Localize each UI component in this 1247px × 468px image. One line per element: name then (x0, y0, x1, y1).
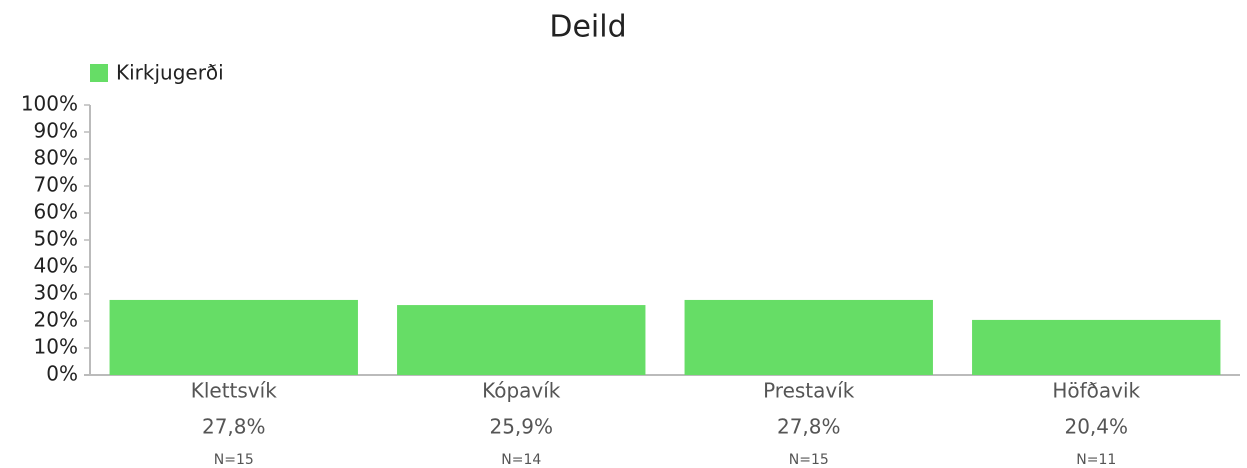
y-tick-label: 10% (34, 335, 78, 359)
y-tick-label: 90% (34, 119, 78, 143)
y-tick-label: 20% (34, 308, 78, 332)
value-label: 20,4% (1064, 415, 1128, 439)
bar (397, 305, 646, 375)
x-tick-label: Höfðavik (1052, 379, 1140, 403)
bar (684, 299, 933, 375)
y-tick-label: 0% (46, 362, 78, 386)
legend-label: Kirkjugerði (116, 61, 224, 85)
y-tick-label: 50% (34, 227, 78, 251)
y-tick-label: 30% (34, 281, 78, 305)
n-label: N=15 (789, 452, 829, 468)
x-tick-label: Kópavík (482, 379, 561, 403)
x-tick-label: Prestavík (763, 379, 855, 403)
y-tick-label: 70% (34, 173, 78, 197)
chart-title: Deild (549, 10, 626, 45)
bar (972, 319, 1221, 375)
n-label: N=14 (501, 452, 541, 468)
n-label: N=11 (1076, 452, 1116, 468)
y-tick-label: 60% (34, 200, 78, 224)
value-label: 25,9% (489, 415, 553, 439)
legend-swatch (90, 64, 108, 82)
n-label: N=15 (214, 452, 254, 468)
y-tick-label: 100% (21, 92, 78, 116)
value-label: 27,8% (202, 415, 266, 439)
x-tick-label: Klettsvík (191, 379, 277, 403)
y-tick-label: 40% (34, 254, 78, 278)
y-tick-label: 80% (34, 146, 78, 170)
bar (109, 299, 358, 375)
value-label: 27,8% (777, 415, 841, 439)
